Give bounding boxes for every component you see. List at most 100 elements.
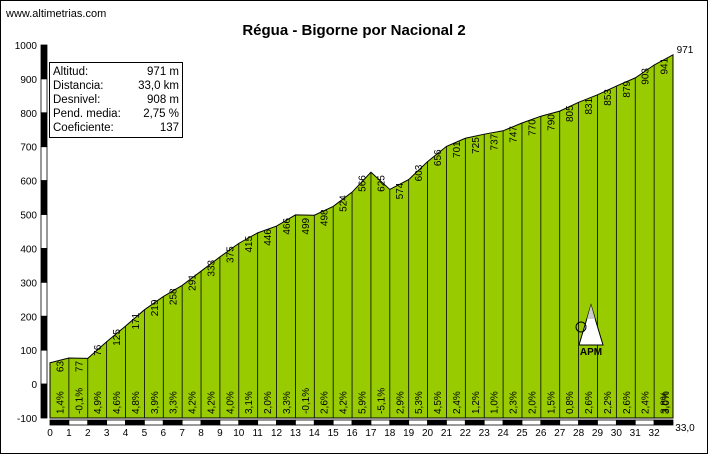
stats-box: Altitud: 971 m Distancia: 33,0 km Desniv… xyxy=(49,62,183,138)
x-tick-label: 6 xyxy=(160,428,166,439)
stat-value: 908 m xyxy=(147,94,179,106)
gradient-label: 2,3% xyxy=(509,391,520,414)
apm-logo-text: APM xyxy=(580,347,602,358)
x-scale-strip xyxy=(597,419,617,426)
gradient-label: 2,2% xyxy=(603,391,614,414)
gradient-label: 2,4% xyxy=(452,391,463,414)
gradient-label: 1,4% xyxy=(55,391,66,414)
altitude-label: 291 xyxy=(188,274,199,291)
x-scale-strip xyxy=(68,419,89,426)
gradient-label: 4,5% xyxy=(433,391,444,414)
altitude-label: 566 xyxy=(358,175,369,192)
gradient-label: 3,3% xyxy=(169,391,180,414)
x-scale-strip xyxy=(634,419,655,426)
x-scale-strip xyxy=(143,419,164,426)
x-scale-strip xyxy=(238,419,259,426)
x-scale-strip xyxy=(502,419,523,426)
y-scale-strip xyxy=(40,214,48,249)
x-scale-strip xyxy=(49,419,70,426)
x-tick-label: 3 xyxy=(104,428,110,439)
site-url: www.altimetrias.com xyxy=(6,8,107,20)
apm-logo: APM xyxy=(575,303,604,358)
stat-label: Distancia: xyxy=(53,80,104,92)
x-tick-label: 28 xyxy=(573,428,585,439)
y-scale-strip xyxy=(40,248,48,283)
gradient-label: -0,1% xyxy=(74,388,85,414)
gradient-label: 3,9% xyxy=(150,391,161,414)
x-tick-label: 7 xyxy=(179,428,185,439)
stat-label: Altitud: xyxy=(53,66,89,78)
gradient-label: 3,3% xyxy=(282,391,293,414)
x-scale-strip xyxy=(313,419,334,426)
stat-row-pendiente: Pend. media: 2,75 % xyxy=(53,107,179,121)
altitude-label: 701 xyxy=(452,141,463,158)
gradient-label: -5,1% xyxy=(376,388,387,414)
stat-value: 971 m xyxy=(147,66,179,78)
gradient-label: 4,0% xyxy=(225,391,236,414)
altitude-label: 625 xyxy=(376,175,387,192)
altitude-label: 656 xyxy=(433,149,444,166)
y-tick-label: 100 xyxy=(20,346,37,357)
x-tick-label: 27 xyxy=(554,428,566,439)
x-tick-label: 13 xyxy=(290,428,302,439)
x-tick-label: 22 xyxy=(460,428,472,439)
gradient-label: 4,2% xyxy=(188,391,199,414)
altitude-label: 725 xyxy=(471,137,482,154)
gradient-label: 4,2% xyxy=(339,391,350,414)
x-scale-strip xyxy=(219,419,240,426)
gradient-label: 2,6% xyxy=(320,391,331,414)
x-scale-strip xyxy=(427,419,447,426)
gradient-label: 2,9% xyxy=(395,391,406,414)
altitude-label: 333 xyxy=(206,259,217,276)
x-scale-strip xyxy=(578,419,598,426)
x-tick-label: 0 xyxy=(47,428,53,439)
altitude-label: 63 xyxy=(55,361,66,373)
cyclist-icon xyxy=(575,321,587,333)
gradient-label: 1,0% xyxy=(490,391,501,414)
x-scale-strip xyxy=(106,419,126,426)
altitude-label: 77 xyxy=(74,361,85,373)
gradient-label: 2,4% xyxy=(641,391,652,414)
stat-label: Coeficiente: xyxy=(53,122,114,134)
x-scale-strip xyxy=(276,419,296,426)
gradient-label: 5,3% xyxy=(414,391,425,414)
altitude-label: 524 xyxy=(339,195,350,212)
y-scale-strip xyxy=(40,146,48,182)
x-tick-label: 12 xyxy=(271,428,283,439)
y-scale-strip xyxy=(40,281,48,317)
altitude-label: 499 xyxy=(301,217,312,234)
x-tick-label: 24 xyxy=(498,428,510,439)
x-tick-label: 32 xyxy=(649,428,661,439)
snow-cap-icon xyxy=(587,305,595,319)
altitude-label: 171 xyxy=(131,312,142,329)
gradient-label: 5,9% xyxy=(358,391,369,414)
y-scale-strip xyxy=(40,78,48,114)
x-tick-label: 26 xyxy=(535,428,547,439)
x-scale-strip xyxy=(653,419,674,426)
altitude-label: 219 xyxy=(150,299,161,316)
altitude-label: 903 xyxy=(641,68,652,85)
gradient-label: 3,1% xyxy=(244,391,255,414)
gradient-label: 4,6% xyxy=(112,391,123,414)
altitude-label: 466 xyxy=(282,217,293,234)
y-tick-label: 0 xyxy=(31,380,37,391)
y-tick-label: 1000 xyxy=(15,41,38,52)
altitude-label: 831 xyxy=(584,97,595,114)
x-tick-label: 4 xyxy=(123,428,129,439)
end-altitude-label: 971 xyxy=(677,45,694,56)
x-tick-label: 19 xyxy=(403,428,415,439)
altitude-label: 853 xyxy=(603,89,614,106)
stat-label: Pend. media: xyxy=(53,108,121,120)
altitude-label: 375 xyxy=(225,246,236,263)
gradient-label: 2,6% xyxy=(622,391,633,414)
altitude-label: 879 xyxy=(622,80,633,97)
gradient-label: 0,8% xyxy=(565,391,576,414)
mountain-icon xyxy=(578,303,604,346)
x-scale-strip xyxy=(295,419,315,426)
gradient-label: 4,2% xyxy=(206,391,217,414)
altitude-label: 770 xyxy=(527,119,538,136)
x-tick-label: 11 xyxy=(252,428,263,439)
gradient-label: 4,9% xyxy=(93,391,104,414)
y-scale-strip xyxy=(40,349,48,385)
x-tick-label: 23 xyxy=(479,428,491,439)
